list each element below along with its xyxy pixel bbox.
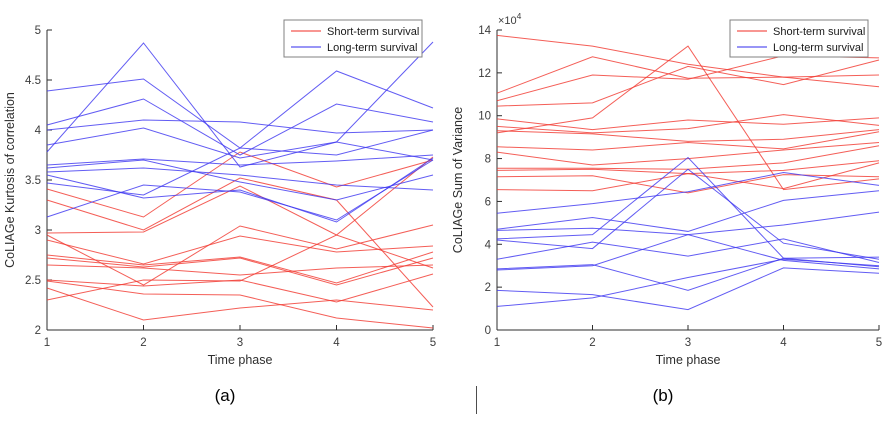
y-tick-label: 10 — [478, 111, 491, 123]
y-tick-label: 4 — [485, 239, 492, 251]
y-tick-label: 14 — [478, 25, 491, 37]
series-line-long-term — [496, 156, 880, 259]
caption-divider — [476, 386, 477, 414]
legend: Short-term survival Long-term survival — [729, 19, 869, 58]
series-line-short-term — [46, 280, 434, 329]
series-line-short-term — [496, 174, 880, 194]
y-axis-label: CoLIAGe Kurtosis of correlation — [3, 92, 17, 268]
y-tick-label: 6 — [485, 196, 491, 208]
x-tick-label: 3 — [685, 337, 691, 349]
series-line-short-term — [496, 129, 880, 142]
legend-box — [283, 19, 423, 58]
series-line-long-term — [496, 257, 880, 291]
legend-label-short-term: Short-term survival — [773, 26, 865, 38]
series-line-short-term — [496, 142, 880, 166]
caption-b: (b) — [652, 386, 674, 405]
y-tick-label: 3.5 — [25, 175, 41, 187]
x-tick-label: 2 — [589, 337, 595, 349]
series-line-long-term — [496, 168, 880, 260]
series-line-short-term — [496, 131, 880, 151]
series-line-short-term — [46, 177, 434, 308]
x-tick-label: 4 — [780, 337, 787, 349]
series-line-short-term — [496, 117, 880, 131]
legend-label-short-term: Short-term survival — [327, 26, 419, 38]
legend-label-long-term: Long-term survival — [773, 42, 863, 54]
series-line-long-term — [46, 119, 434, 134]
series-line-short-term — [46, 151, 434, 218]
series-line-short-term — [46, 257, 434, 286]
y-tick-label: 2.5 — [25, 275, 41, 287]
series-line-short-term — [496, 162, 880, 192]
series-line-short-term — [46, 224, 434, 286]
legend: Short-term survival Long-term survival — [283, 19, 423, 58]
series-line-long-term — [46, 129, 434, 196]
x-tick-label: 1 — [494, 337, 500, 349]
series-line-long-term — [46, 98, 434, 156]
series-line-long-term — [46, 154, 434, 166]
series-line-short-term — [46, 156, 434, 236]
series-line-short-term — [496, 34, 880, 88]
series-line-long-term — [46, 157, 434, 223]
series-line-short-term — [496, 59, 880, 107]
y-tick-label: 3 — [35, 225, 41, 237]
legend-label-long-term: Long-term survival — [327, 42, 417, 54]
y-tick-label: 4.5 — [25, 75, 41, 87]
series-line-short-term — [46, 264, 434, 276]
series-line-short-term — [496, 114, 880, 134]
series-line-long-term — [496, 258, 880, 307]
series-line-long-term — [496, 238, 880, 263]
series-line-long-term — [46, 167, 434, 191]
series-line-short-term — [46, 234, 434, 301]
legend-box — [729, 19, 869, 58]
series-line-short-term — [46, 235, 434, 265]
y-tick-label: 5 — [35, 25, 41, 37]
series-line-short-term — [46, 251, 434, 284]
caption-a: (a) — [214, 386, 236, 405]
series-line-long-term — [46, 159, 434, 201]
series-line-long-term — [496, 267, 880, 311]
series-line-short-term — [496, 56, 880, 94]
y-scale-exponent-label: ×104 — [498, 11, 522, 27]
x-tick-label: 1 — [44, 337, 50, 349]
series-line-long-term — [46, 127, 434, 161]
x-tick-label: 2 — [140, 337, 146, 349]
series-line-short-term — [496, 160, 880, 175]
series-line-long-term — [46, 159, 434, 221]
series-line-short-term — [496, 45, 880, 191]
x-axis-label: Time phase — [208, 353, 273, 367]
y-tick-label: 8 — [485, 154, 491, 166]
series-line-long-term — [496, 234, 880, 271]
y-tick-label: 2 — [485, 282, 491, 294]
chart-kurtosis-of-correlation: 2 2.5 3 3.5 4 4.5 5 1 2 3 4 5 CoLIAGe Kurtosis of co… — [0, 0, 448, 372]
y-tick-label: 2 — [35, 325, 41, 337]
series-line-short-term — [46, 287, 434, 321]
y-axis-label: CoLIAGe Sum of Variance — [451, 107, 465, 253]
series-line-short-term — [46, 273, 434, 303]
series-line-long-term — [496, 190, 880, 232]
x-tick-label: 3 — [237, 337, 243, 349]
x-tick-label: 5 — [430, 337, 436, 349]
x-axis-label: Time phase — [656, 353, 721, 367]
y-tick-label: 12 — [478, 68, 491, 80]
series-line-long-term — [496, 171, 880, 214]
series-line-long-term — [46, 41, 434, 168]
y-tick-label: 4 — [35, 125, 42, 137]
x-tick-label: 5 — [876, 337, 882, 349]
y-tick-label: 0 — [485, 325, 491, 337]
chart-sum-of-variance: 0 2 4 6 8 10 12 14 1 2 3 4 5 CoLIAGe Sum of Variance T… — [448, 0, 896, 372]
x-tick-label: 4 — [333, 337, 340, 349]
